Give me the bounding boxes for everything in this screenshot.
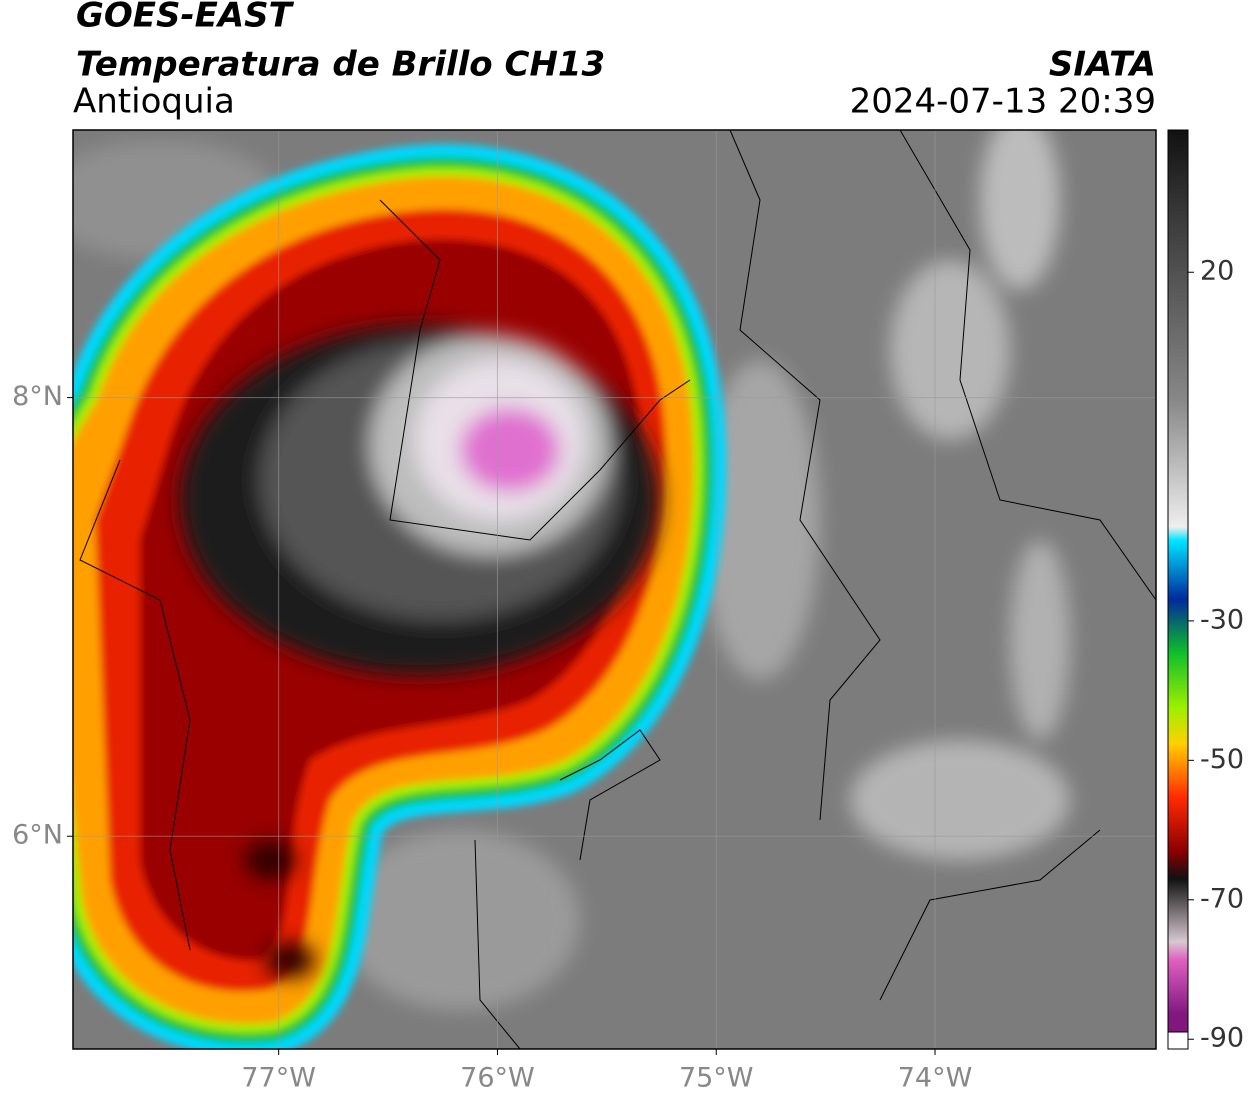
colorbar-tick-label: 20 xyxy=(1200,256,1234,287)
x-tick-label: 77°W xyxy=(241,1063,316,1094)
x-tick-label: 75°W xyxy=(679,1063,754,1094)
title: GOES-EAST xyxy=(76,0,295,36)
region: Antioquia xyxy=(73,82,235,122)
plot-frame xyxy=(72,129,1157,1050)
graticule xyxy=(73,130,1156,1049)
colorbar-tick-label: -70 xyxy=(1200,883,1244,914)
y-tick-label: 6°N xyxy=(12,820,63,851)
colorbar-tick-label: -30 xyxy=(1200,604,1244,635)
colorbar-tick-label: -90 xyxy=(1200,1023,1244,1054)
x-tick-label: 74°W xyxy=(898,1063,973,1094)
x-tick-label: 76°W xyxy=(460,1063,535,1094)
colorbar-tick-label: -50 xyxy=(1200,744,1244,775)
subtitle: Temperatura de Brillo CH13 xyxy=(76,45,605,85)
satellite-image xyxy=(73,130,1156,1049)
colorbar-extension xyxy=(1167,1031,1189,1050)
colorbar xyxy=(1167,129,1189,1033)
source: SIATA xyxy=(1049,45,1156,85)
y-tick-label: 8°N xyxy=(12,381,63,412)
datetime: 2024-07-13 20:39 xyxy=(850,82,1156,122)
